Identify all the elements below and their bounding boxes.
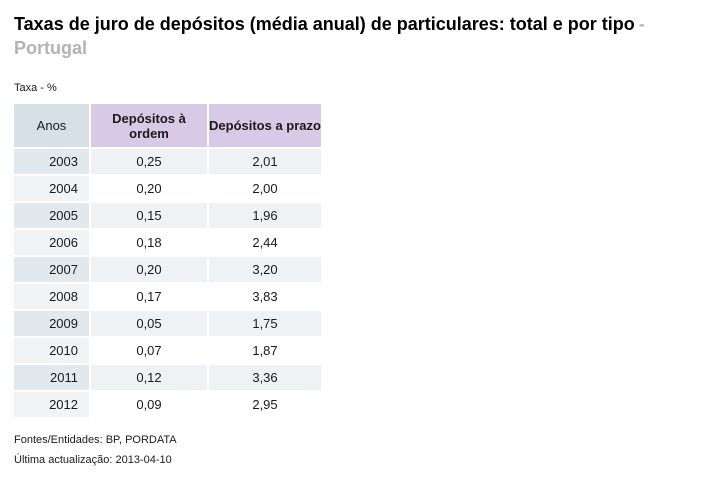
value-cell-prazo: 2,95 bbox=[209, 392, 321, 417]
table-row: 2005 0,15 1,96 bbox=[14, 203, 321, 228]
year-cell: 2008 bbox=[14, 284, 89, 309]
value-cell-ordem: 0,18 bbox=[91, 230, 207, 255]
value-cell-prazo: 1,96 bbox=[209, 203, 321, 228]
value-cell-prazo: 1,75 bbox=[209, 311, 321, 336]
table-row: 2008 0,17 3,83 bbox=[14, 284, 321, 309]
page-title-region: - Portugal bbox=[14, 14, 645, 58]
year-cell: 2005 bbox=[14, 203, 89, 228]
value-cell-prazo: 3,20 bbox=[209, 257, 321, 282]
value-cell-prazo: 2,01 bbox=[209, 149, 321, 174]
value-cell-ordem: 0,25 bbox=[91, 149, 207, 174]
year-cell: 2012 bbox=[14, 392, 89, 417]
year-cell: 2010 bbox=[14, 338, 89, 363]
table-row: 2003 0,25 2,01 bbox=[14, 149, 321, 174]
year-cell: 2011 bbox=[14, 365, 89, 390]
table-row: 2012 0,09 2,95 bbox=[14, 392, 321, 417]
table-row: 2010 0,07 1,87 bbox=[14, 338, 321, 363]
value-cell-prazo: 3,36 bbox=[209, 365, 321, 390]
page-title: Taxas de juro de depósitos (média anual)… bbox=[14, 12, 674, 60]
column-header-deposits-prazo: Depósitos a prazo bbox=[209, 104, 321, 147]
value-cell-ordem: 0,09 bbox=[91, 392, 207, 417]
value-cell-ordem: 0,05 bbox=[91, 311, 207, 336]
value-cell-ordem: 0,07 bbox=[91, 338, 207, 363]
column-header-years: Anos bbox=[14, 104, 89, 147]
table-header: Anos Depósitos à ordem Depósitos a prazo bbox=[14, 104, 321, 147]
value-cell-ordem: 0,12 bbox=[91, 365, 207, 390]
page-title-text: Taxas de juro de depósitos (média anual)… bbox=[14, 14, 635, 34]
year-cell: 2003 bbox=[14, 149, 89, 174]
sources-note: Fontes/Entidades: BP, PORDATA bbox=[14, 434, 177, 446]
year-cell: 2007 bbox=[14, 257, 89, 282]
value-cell-ordem: 0,20 bbox=[91, 257, 207, 282]
table-row: 2006 0,18 2,44 bbox=[14, 230, 321, 255]
value-cell-prazo: 2,44 bbox=[209, 230, 321, 255]
value-cell-prazo: 1,87 bbox=[209, 338, 321, 363]
value-cell-ordem: 0,20 bbox=[91, 176, 207, 201]
year-cell: 2006 bbox=[14, 230, 89, 255]
year-cell: 2004 bbox=[14, 176, 89, 201]
table-body: 2003 0,25 2,01 2004 0,20 2,00 2005 0,15 1,96 2006… bbox=[14, 149, 321, 417]
table-footer: Fontes/Entidades: BP, PORDATA Última act… bbox=[14, 430, 707, 470]
table-row: 2007 0,20 3,20 bbox=[14, 257, 321, 282]
table-header-row: Anos Depósitos à ordem Depósitos a prazo bbox=[14, 104, 321, 147]
value-cell-prazo: 2,00 bbox=[209, 176, 321, 201]
value-cell-ordem: 0,17 bbox=[91, 284, 207, 309]
page: Taxas de juro de depósitos (média anual)… bbox=[12, 12, 707, 470]
table-row: 2009 0,05 1,75 bbox=[14, 311, 321, 336]
value-cell-prazo: 3,83 bbox=[209, 284, 321, 309]
last-update-note: Última actualização: 2013-04-10 bbox=[14, 454, 172, 466]
data-table: Anos Depósitos à ordem Depósitos a prazo… bbox=[12, 102, 323, 419]
column-header-deposits-ordem: Depósitos à ordem bbox=[91, 104, 207, 147]
year-cell: 2009 bbox=[14, 311, 89, 336]
value-cell-ordem: 0,15 bbox=[91, 203, 207, 228]
table-row: 2011 0,12 3,36 bbox=[14, 365, 321, 390]
table-row: 2004 0,20 2,00 bbox=[14, 176, 321, 201]
unit-label: Taxa - % bbox=[14, 82, 57, 94]
